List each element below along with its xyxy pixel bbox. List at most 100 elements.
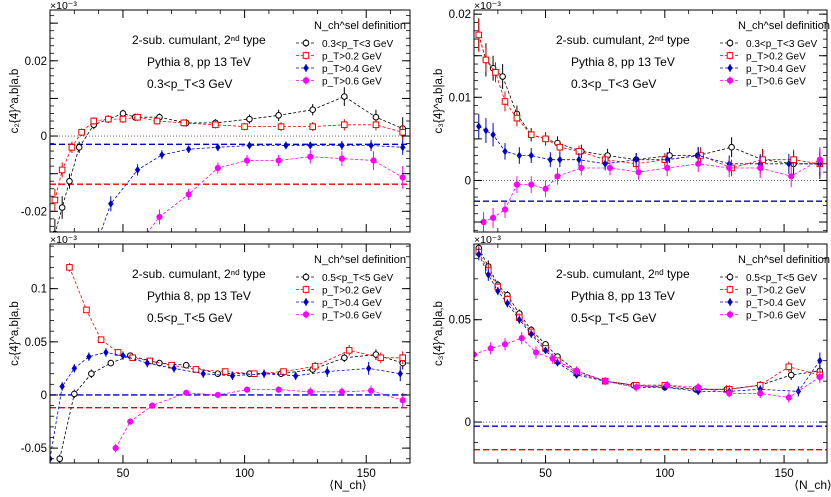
info-text: 0.3<p_T<3 GeV <box>147 77 232 91</box>
data-point <box>487 345 494 352</box>
data-point <box>185 145 192 154</box>
info-text: Pythia 8, pp 13 TeV <box>571 55 675 69</box>
info-text: 0.3<p_T<3 GeV <box>571 77 656 91</box>
data-point <box>341 354 348 362</box>
data-point <box>554 173 561 180</box>
data-point <box>602 159 608 168</box>
data-point <box>474 351 478 358</box>
legend-label: p_T>0.4 GeV <box>746 64 806 75</box>
data-point <box>221 368 229 375</box>
data-point <box>528 330 534 338</box>
legend-entry: p_T>0.4 GeV <box>296 298 382 309</box>
legend-marker <box>726 52 734 59</box>
legend-entry: p_T>0.6 GeV <box>296 76 382 88</box>
data-point <box>171 364 177 373</box>
legend-entry: 0.5<p_T<5 GeV <box>720 273 817 284</box>
data-point <box>134 166 141 174</box>
info-text: 2-sub. cumulant, 2ⁿᵈ type <box>556 33 690 47</box>
data-point <box>527 131 535 139</box>
info-text: 2-sub. cumulant, 2ⁿᵈ type <box>132 33 266 47</box>
x-axis-label-left: ⟨N_ch⟩ <box>329 478 366 492</box>
series-line <box>147 156 403 232</box>
data-point <box>212 121 219 129</box>
legend-entry: p_T>0.4 GeV <box>720 64 806 75</box>
legend-title: N_ch^sel definition <box>738 254 830 266</box>
series-2 <box>50 348 403 463</box>
legend-label: p_T>0.2 GeV <box>322 286 382 297</box>
legend-label: 0.5<p_T<5 GeV <box>746 273 817 284</box>
data-point <box>370 157 377 164</box>
data-point <box>513 181 521 188</box>
data-point <box>528 151 534 160</box>
data-point <box>261 369 267 378</box>
data-point <box>726 390 733 397</box>
series-line <box>100 145 403 232</box>
legend-label: 0.3<p_T<3 GeV <box>322 39 393 50</box>
data-point <box>501 206 509 213</box>
legend-entry: 0.5<p_T<5 GeV <box>296 273 393 284</box>
data-point <box>71 364 78 373</box>
panel-c3-05-5: 0 0.05 50 100 150 ×10⁻³ c₃{4}^a,b|a,b 2-sub. cu… <box>433 234 830 480</box>
data-point <box>557 155 563 164</box>
legend-entry: p_T>0.6 GeV <box>720 310 806 322</box>
data-point <box>243 157 251 164</box>
data-point <box>516 315 523 324</box>
data-point <box>785 363 793 371</box>
data-point <box>399 397 406 404</box>
data-point <box>59 382 65 391</box>
data-point <box>790 156 797 163</box>
data-point <box>549 355 556 362</box>
data-point <box>542 135 549 143</box>
data-point <box>817 356 823 365</box>
legend-marker <box>302 39 310 47</box>
data-point <box>58 204 66 211</box>
y-axis-label: c₂{4}^a,b|a,b <box>9 301 21 366</box>
legend-marker <box>302 52 310 59</box>
data-point <box>307 141 313 150</box>
y-tick-label: 0.01 <box>449 92 471 104</box>
legend-marker <box>303 298 309 306</box>
data-point <box>757 164 764 172</box>
plot-frame <box>473 243 828 464</box>
data-point <box>283 141 289 150</box>
data-point <box>518 335 525 342</box>
data-point <box>90 117 98 125</box>
scale-label: ×10⁻³ <box>50 234 77 246</box>
data-point <box>399 128 407 136</box>
data-point <box>499 73 506 80</box>
panel-c2-03-3: -0.02 0 0.02 ×10⁻³ c₂{4}^a,b|a,b 2-sub. cumul… <box>9 0 411 233</box>
data-point <box>341 121 348 129</box>
data-point <box>156 359 163 367</box>
data-point <box>192 366 200 373</box>
legend-label: p_T>0.6 GeV <box>746 311 806 322</box>
data-point <box>542 346 549 355</box>
legend-label: p_T>0.2 GeV <box>746 286 806 297</box>
data-point <box>816 373 823 381</box>
series-line <box>54 116 403 201</box>
data-point <box>483 126 489 135</box>
info-text: 0.5<p_T<5 GeV <box>147 311 232 325</box>
legend-marker <box>302 311 310 318</box>
data-point <box>635 169 642 176</box>
data-point <box>311 362 319 370</box>
legend-label: p_T>0.4 GeV <box>322 298 382 309</box>
legend-title: N_ch^sel definition <box>314 20 406 32</box>
data-point <box>180 119 188 127</box>
data-point <box>787 371 795 379</box>
info-text: Pythia 8, pp 13 TeV <box>147 55 251 69</box>
legend-entry: p_T>0.2 GeV <box>296 51 382 63</box>
scale-label: ×10⁻³ <box>474 0 501 12</box>
data-point <box>324 367 330 376</box>
data-point <box>56 455 64 463</box>
x-tick-label: 150 <box>357 468 376 480</box>
y-tick-label: -0.02 <box>21 206 47 218</box>
plot-frame <box>473 9 828 233</box>
data-point <box>159 150 165 159</box>
data-point <box>728 143 735 151</box>
data-point <box>108 199 114 208</box>
data-point <box>112 445 119 452</box>
legend-label: p_T>0.4 GeV <box>746 298 806 309</box>
x-tick-label: 150 <box>774 468 793 480</box>
data-point <box>338 155 345 162</box>
y-tick-label: 0.1 <box>31 284 47 296</box>
